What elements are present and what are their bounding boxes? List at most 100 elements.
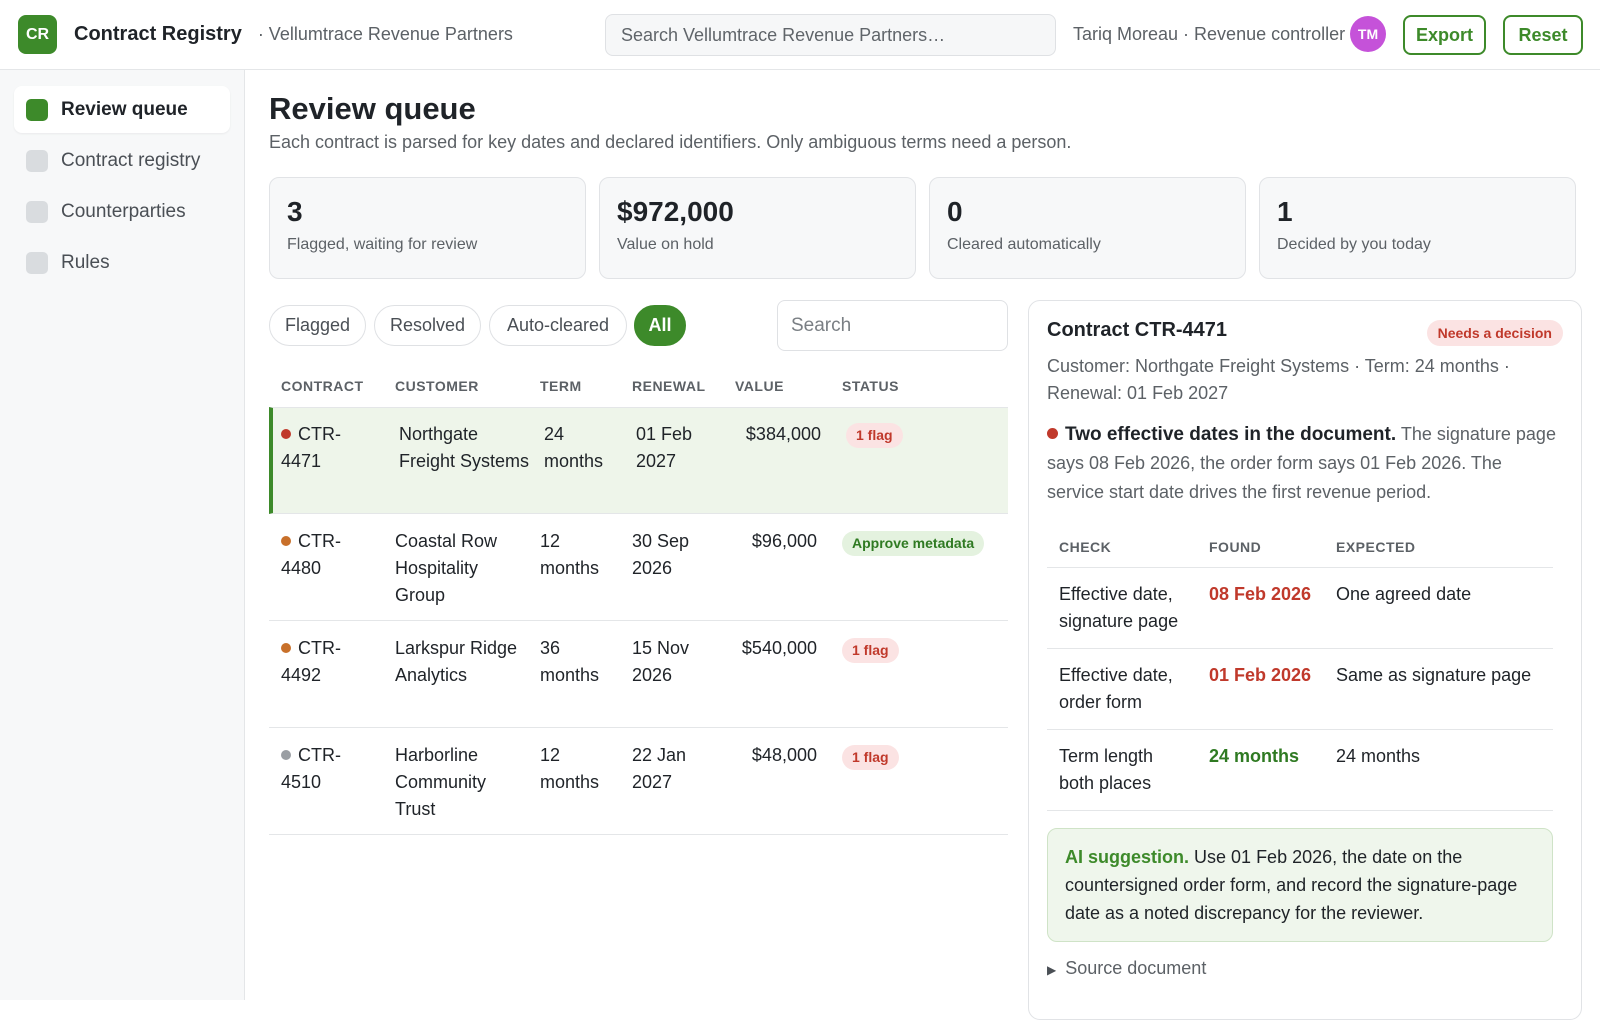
filter-flagged[interactable]: Flagged bbox=[269, 305, 366, 346]
detail-meta: Customer: Northgate Freight Systems · Te… bbox=[1047, 356, 1510, 403]
table-row[interactable]: CTR-4492 Larkspur Ridge Analytics 36 mon… bbox=[269, 621, 1008, 728]
column-header-renewal[interactable]: RENEWAL bbox=[632, 378, 706, 394]
filter-auto-cleared[interactable]: Auto-cleared bbox=[489, 305, 627, 346]
column-header-term[interactable]: TERM bbox=[540, 378, 582, 394]
user-info: Tariq Moreau · Revenue controller bbox=[1073, 24, 1346, 44]
term: 36 months bbox=[540, 638, 600, 685]
sidebar-item-label: Counterparties bbox=[61, 200, 186, 222]
status-badge: 1 flag bbox=[846, 423, 903, 448]
source-document-toggle[interactable]: ▶ Source document bbox=[1047, 958, 1563, 979]
column-header-contract[interactable]: CONTRACT bbox=[281, 378, 364, 394]
filter-resolved[interactable]: Resolved bbox=[374, 305, 481, 346]
stat-card-decided: 1 Decided by you today bbox=[1259, 177, 1576, 279]
organization-name: · Vellumtrace Revenue Partners bbox=[257, 24, 513, 44]
filter-all[interactable]: All bbox=[634, 305, 686, 346]
customer-name: Northgate Freight Systems bbox=[399, 424, 530, 471]
detail-title: Contract CTR-4471 bbox=[1047, 319, 1228, 341]
contract-id: CTR-4480 bbox=[281, 531, 341, 578]
table-row[interactable]: CTR-4510 Harborline Community Trust 12 m… bbox=[269, 728, 1008, 835]
ai-suggestion-label: AI suggestion. bbox=[1065, 847, 1190, 867]
renewal-date: 30 Sep 2026 bbox=[632, 531, 690, 578]
status-cell: 1 flag bbox=[842, 636, 899, 663]
stat-label: Decided by you today bbox=[1277, 236, 1431, 253]
check-found: 24 months bbox=[1197, 729, 1324, 811]
check-name: Effective date, signature page bbox=[1047, 567, 1197, 649]
contract-id: CTR-4510 bbox=[281, 745, 341, 792]
issue-text: The signature page says 08 Feb 2026, the… bbox=[1047, 424, 1556, 502]
contract-id: CTR-4471 bbox=[281, 424, 341, 471]
reset-button[interactable]: Reset bbox=[1503, 15, 1583, 55]
sidebar-item-review-queue[interactable]: Review queue bbox=[14, 86, 230, 133]
contract-detail-panel: Contract CTR-4471 Needs a decision Custo… bbox=[1028, 300, 1582, 1020]
list-search[interactable] bbox=[777, 300, 1008, 351]
status-cell: 1 flag bbox=[846, 421, 903, 448]
issue-summary: Two effective dates in the document. The… bbox=[1047, 420, 1563, 507]
check-found: 01 Feb 2026 bbox=[1197, 648, 1324, 730]
status-badge: 1 flag bbox=[842, 745, 899, 770]
export-button[interactable]: Export bbox=[1403, 15, 1486, 55]
check-row: Effective date, signature page 08 Feb 20… bbox=[1047, 567, 1553, 649]
table-row[interactable]: CTR-4471 Northgate Freight Systems 24 mo… bbox=[269, 407, 1008, 514]
checks-table: CHECK FOUND EXPECTED Effective date, sig… bbox=[1047, 525, 1553, 811]
status-cell: Approve metadata bbox=[842, 529, 985, 556]
stat-card-value-on-hold: $972,000 Value on hold bbox=[599, 177, 916, 279]
term: 12 months bbox=[540, 531, 600, 578]
check-header-found: FOUND bbox=[1197, 525, 1324, 568]
top-bar: CR Contract Registry · Vellumtrace Reven… bbox=[0, 0, 1600, 70]
status-dot bbox=[281, 750, 291, 760]
status-cell: 1 flag bbox=[842, 743, 899, 770]
sidebar-item-label: Contract registry bbox=[61, 149, 201, 171]
sidebar-item-label: Review queue bbox=[61, 98, 188, 120]
stat-label: Flagged, waiting for review bbox=[287, 236, 478, 253]
check-name: Term length both places bbox=[1047, 729, 1197, 811]
renewal-date: 01 Feb 2027 bbox=[636, 424, 693, 471]
renewal-date: 15 Nov 2026 bbox=[632, 638, 690, 685]
ai-suggestion: AI suggestion. Use 01 Feb 2026, the date… bbox=[1047, 828, 1553, 942]
sidebar-item-counterparties[interactable]: Counterparties bbox=[14, 188, 230, 235]
column-header-customer[interactable]: CUSTOMER bbox=[395, 378, 479, 394]
check-header-check: CHECK bbox=[1047, 525, 1197, 568]
sidebar-item-label: Rules bbox=[61, 251, 110, 273]
review-queue-icon bbox=[26, 98, 48, 121]
contract-value: $540,000 bbox=[741, 638, 817, 658]
status-dot bbox=[281, 643, 291, 653]
stat-value: 0 bbox=[947, 196, 963, 227]
global-search[interactable] bbox=[605, 14, 1056, 56]
check-expected: Same as signature page bbox=[1324, 648, 1553, 730]
app-logo: CR bbox=[18, 15, 57, 54]
page-subtitle: Each contract is parsed for key dates an… bbox=[269, 132, 1072, 152]
stat-value: 1 bbox=[1277, 196, 1293, 227]
source-document-label: Source document bbox=[1065, 958, 1207, 978]
stat-card-flagged: 3 Flagged, waiting for review bbox=[269, 177, 586, 279]
contract-value: $48,000 bbox=[751, 745, 817, 765]
check-expected: One agreed date bbox=[1324, 567, 1553, 649]
check-found: 08 Feb 2026 bbox=[1197, 567, 1324, 649]
check-name: Effective date, order form bbox=[1047, 648, 1197, 730]
sidebar-item-rules[interactable]: Rules bbox=[14, 239, 230, 286]
check-row: Term length both places 24 months 24 mon… bbox=[1047, 729, 1553, 811]
table-row[interactable]: CTR-4480 Coastal Row Hospitality Group 1… bbox=[269, 514, 1008, 621]
check-row: Effective date, order form 01 Feb 2026 S… bbox=[1047, 648, 1553, 730]
check-expected: 24 months bbox=[1324, 729, 1553, 811]
status-badge: Approve metadata bbox=[842, 531, 985, 556]
stat-label: Value on hold bbox=[617, 236, 714, 253]
term: 24 months bbox=[544, 424, 604, 471]
list-search-input[interactable] bbox=[791, 314, 994, 337]
contract-registry-icon bbox=[26, 149, 48, 172]
global-search-input[interactable] bbox=[621, 24, 1040, 46]
sidebar-item-contract-registry[interactable]: Contract registry bbox=[14, 137, 230, 184]
counterparties-icon bbox=[26, 200, 48, 223]
contract-value: $384,000 bbox=[745, 424, 821, 444]
customer-name: Coastal Row Hospitality Group bbox=[395, 531, 498, 605]
customer-name: Harborline Community Trust bbox=[395, 745, 487, 819]
status-badge: 1 flag bbox=[842, 638, 899, 663]
stat-card-cleared: 0 Cleared automatically bbox=[929, 177, 1246, 279]
column-header-value[interactable]: VALUE bbox=[735, 378, 784, 394]
expand-triangle-icon: ▶ bbox=[1047, 963, 1057, 977]
check-header-expected: EXPECTED bbox=[1324, 525, 1553, 568]
ai-suggestion-text: Use 01 Feb 2026, the date on the counter… bbox=[1065, 847, 1518, 923]
issue-title: Two effective dates in the document. bbox=[1065, 424, 1397, 445]
contract-id: CTR-4492 bbox=[281, 638, 341, 685]
avatar[interactable]: TM bbox=[1350, 16, 1386, 52]
column-header-status[interactable]: STATUS bbox=[842, 378, 899, 394]
